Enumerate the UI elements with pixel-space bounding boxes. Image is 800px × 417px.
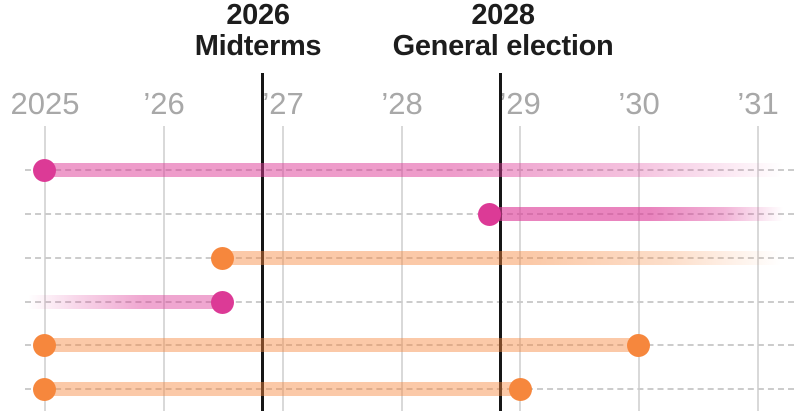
timeline-dot-row-3 [210,246,234,270]
row-dashed-gridline [25,257,794,259]
timeline-bar-row-6 [44,382,520,396]
year-gridline [519,126,521,411]
year-gridline [44,126,46,411]
row-dashed-gridline [25,344,794,346]
axis-tick-label: 2025 [10,86,80,121]
event-line [498,73,502,411]
event-label: 2028 General election [393,0,614,62]
year-gridline [401,126,403,411]
timeline-dot-row-6 [32,377,56,401]
axis-tick-label: ’26 [143,86,185,121]
timeline-dot-row-4 [210,290,234,314]
year-gridline [163,126,165,411]
timeline-bar-row-4 [28,295,222,309]
event-line [260,73,264,411]
event-year: 2028 [471,0,535,31]
timeline-bar-row-5 [44,338,638,352]
event-year: 2026 [226,0,290,31]
event-name: Midterms [194,30,322,62]
timeline-dot-row-1 [32,158,56,182]
timeline-bar-row-1 [44,163,783,177]
row-dashed-gridline [25,301,794,303]
year-gridline [282,126,284,411]
timeline-dot-row-5 [32,333,56,357]
year-gridline [638,126,640,411]
timeline-bar-row-3 [222,251,781,265]
axis-tick-label: ’29 [499,86,541,121]
timeline-bar-row-2 [489,207,783,221]
timeline-dot-row-6 [508,377,532,401]
event-label: 2026 Midterms [195,0,322,62]
timeline-dot-row-2 [477,202,501,226]
row-dashed-gridline [25,388,794,390]
axis-tick-label: ’28 [381,86,423,121]
event-name: General election [392,30,614,62]
axis-tick-label: ’30 [618,86,660,121]
year-gridline [757,126,759,411]
axis-tick-label: ’27 [262,86,304,121]
axis-tick-label: ’31 [737,86,779,121]
row-dashed-gridline [25,213,794,215]
timeline-dot-row-5 [626,333,650,357]
